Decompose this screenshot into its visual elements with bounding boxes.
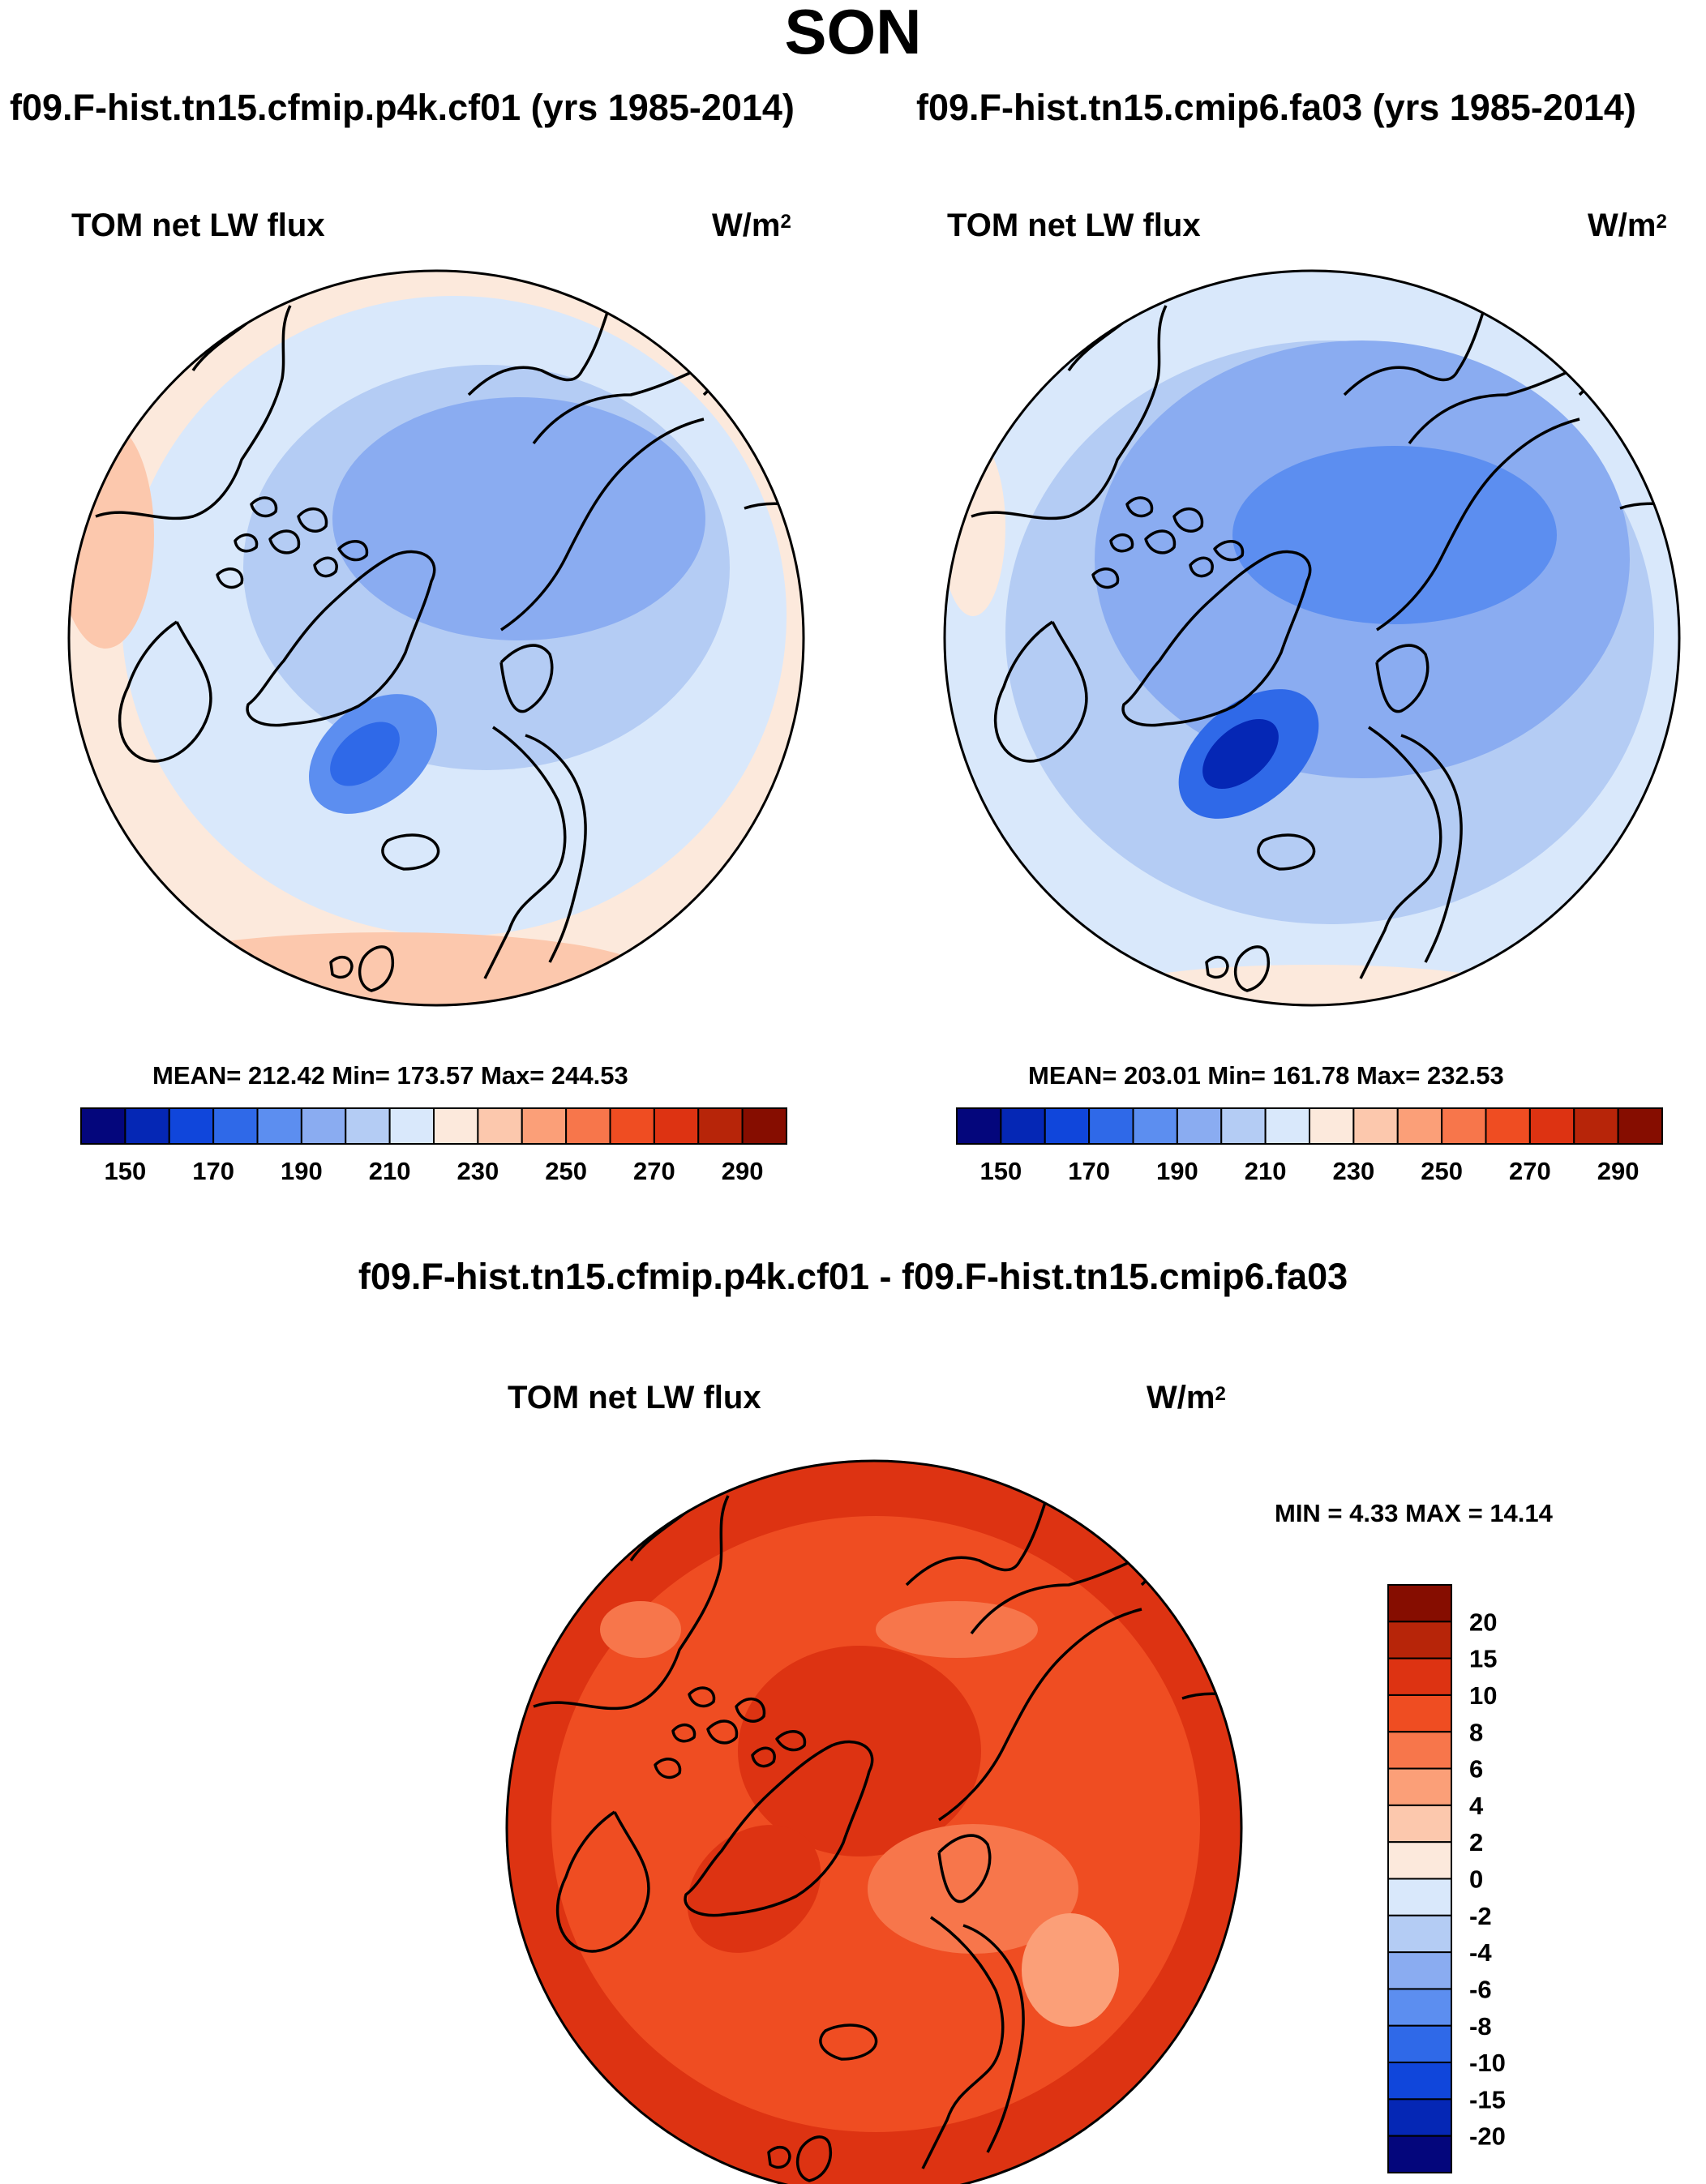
colorbar-swatch: [388, 1107, 435, 1145]
colorbar-swatch: [565, 1107, 611, 1145]
colorbar-tick-label: -6: [1469, 1975, 1492, 2003]
diff-units: W/m2: [1147, 1380, 1226, 1415]
colorbar-swatch: [300, 1107, 347, 1145]
colorbar-swatch: [345, 1107, 391, 1145]
colorbar-swatch: [212, 1107, 259, 1145]
colorbar-tick-label: -15: [1469, 2085, 1506, 2113]
colorbar-swatch: [1309, 1107, 1355, 1145]
diff-panel-label: TOM net LW flux: [508, 1380, 761, 1415]
colorbar-swatch: [697, 1107, 744, 1145]
colorbar-tick-label: 150: [105, 1157, 147, 1185]
panel-label-left: TOM net LW flux: [71, 208, 325, 243]
colorbar-swatch: [1264, 1107, 1310, 1145]
colorbar-swatch: [741, 1107, 787, 1145]
colorbar-swatch: [1396, 1107, 1443, 1145]
colorbar-tick-label: -4: [1469, 1938, 1492, 1967]
colorbar-swatch: [433, 1107, 479, 1145]
colorbar-swatch: [1176, 1107, 1223, 1145]
colorbar-swatch: [1387, 2098, 1452, 2137]
case-title-right: f09.F-hist.tn15.cmip6.fa03 (yrs 1985-201…: [916, 87, 1636, 128]
colorbar-tick-label: 15: [1469, 1645, 1497, 1673]
colorbar-swatch: [1387, 1657, 1452, 1696]
colorbar-swatch: [1387, 1988, 1452, 2027]
colorbar-swatch: [124, 1107, 170, 1145]
colorbar-tick-label: 250: [1421, 1157, 1463, 1185]
panel-label-right: TOM net LW flux: [947, 208, 1201, 243]
colorbar-tick-label: 230: [457, 1157, 499, 1185]
colorbar-swatch: [1387, 1731, 1452, 1770]
colorbar-tick-label: 170: [1068, 1157, 1110, 1185]
colorbar-swatch: [168, 1107, 215, 1145]
colorbar-swatch: [1485, 1107, 1531, 1145]
colorbar-swatch: [1044, 1107, 1091, 1145]
colorbar-swatch: [1617, 1107, 1663, 1145]
colorbar-swatch: [1573, 1107, 1619, 1145]
colorbar-tick-label: 150: [980, 1157, 1022, 1185]
colorbar-tick-label: -10: [1469, 2049, 1506, 2077]
colorbar-tick-label: 190: [281, 1157, 323, 1185]
colorbar-right: 150 170 190 210 230 250 270 290: [956, 1107, 1663, 1185]
map-right: [943, 269, 1681, 1007]
colorbar-swatch: [256, 1107, 302, 1145]
map-left: [67, 269, 805, 1007]
colorbar-tick-label: 290: [1597, 1157, 1640, 1185]
colorbar-tick-label: 290: [722, 1157, 764, 1185]
colorbar-tick-label: 270: [633, 1157, 675, 1185]
colorbar-swatch: [1528, 1107, 1575, 1145]
colorbar-swatch: [1387, 2062, 1452, 2100]
colorbar-swatch: [1387, 1804, 1452, 1844]
colorbar-swatch: [1441, 1107, 1487, 1145]
colorbar-tick-label: 20: [1469, 1608, 1497, 1636]
colorbar-swatch: [1387, 1621, 1452, 1659]
colorbar-left: 150 170 190 210 230 250 270 290: [80, 1107, 787, 1185]
colorbar-swatch: [1220, 1107, 1267, 1145]
stats-left: MEAN= 212.42 Min= 173.57 Max= 244.53: [152, 1061, 628, 1090]
colorbar-tick-label: 250: [545, 1157, 587, 1185]
colorbar-tick-label: -8: [1469, 2012, 1492, 2041]
units-left: W/m2: [712, 208, 791, 243]
colorbar-swatch: [956, 1107, 1002, 1145]
colorbar-swatch: [1387, 2135, 1452, 2173]
colorbar-tick-label: 10: [1469, 1681, 1497, 1710]
colorbar-swatch: [1000, 1107, 1046, 1145]
colorbar-tick-label: 4: [1469, 1792, 1484, 1820]
stats-right: MEAN= 203.01 Min= 161.78 Max= 232.53: [1028, 1061, 1504, 1090]
colorbar-swatch: [1387, 1951, 1452, 1990]
colorbar-tick-label: 2: [1469, 1828, 1483, 1856]
case-title-left: f09.F-hist.tn15.cfmip.p4k.cf01 (yrs 1985…: [10, 87, 795, 128]
colorbar-tick-label: 210: [1245, 1157, 1287, 1185]
colorbar-tick-label: 170: [192, 1157, 234, 1185]
colorbar-tick-label: 210: [369, 1157, 411, 1185]
colorbar-tick-label: -2: [1469, 1902, 1492, 1930]
colorbar-swatch: [653, 1107, 700, 1145]
colorbar-swatch: [80, 1107, 126, 1145]
colorbar-swatch: [521, 1107, 568, 1145]
colorbar-tick-label: -20: [1469, 2122, 1506, 2151]
colorbar-swatch: [1352, 1107, 1399, 1145]
colorbar-tick-label: 230: [1333, 1157, 1375, 1185]
colorbar-swatch: [1387, 2024, 1452, 2064]
colorbar-swatch: [609, 1107, 655, 1145]
season-title: SON: [784, 0, 922, 67]
units-right: W/m2: [1588, 208, 1667, 243]
colorbar-swatch: [1387, 1914, 1452, 1954]
colorbar-swatch: [1387, 1878, 1452, 1916]
colorbar-swatch: [1387, 1767, 1452, 1806]
colorbar-swatch: [1387, 1584, 1452, 1623]
colorbar-swatch: [1387, 1694, 1452, 1733]
colorbar-tick-label: 6: [1469, 1755, 1483, 1784]
colorbar-tick-label: 270: [1509, 1157, 1551, 1185]
colorbar-swatch: [1132, 1107, 1178, 1145]
diff-minmax: MIN = 4.33 MAX = 14.14: [1275, 1499, 1553, 1527]
diff-title: f09.F-hist.tn15.cfmip.p4k.cf01 - f09.F-h…: [358, 1256, 1348, 1297]
map-difference: [505, 1459, 1243, 2184]
colorbar-swatch: [1088, 1107, 1134, 1145]
colorbar-swatch: [1387, 1841, 1452, 1880]
colorbar-tick-label: 190: [1156, 1157, 1198, 1185]
colorbar-swatch: [477, 1107, 523, 1145]
colorbar-tick-label: 0: [1469, 1865, 1483, 1894]
colorbar-tick-label: 8: [1469, 1718, 1483, 1746]
